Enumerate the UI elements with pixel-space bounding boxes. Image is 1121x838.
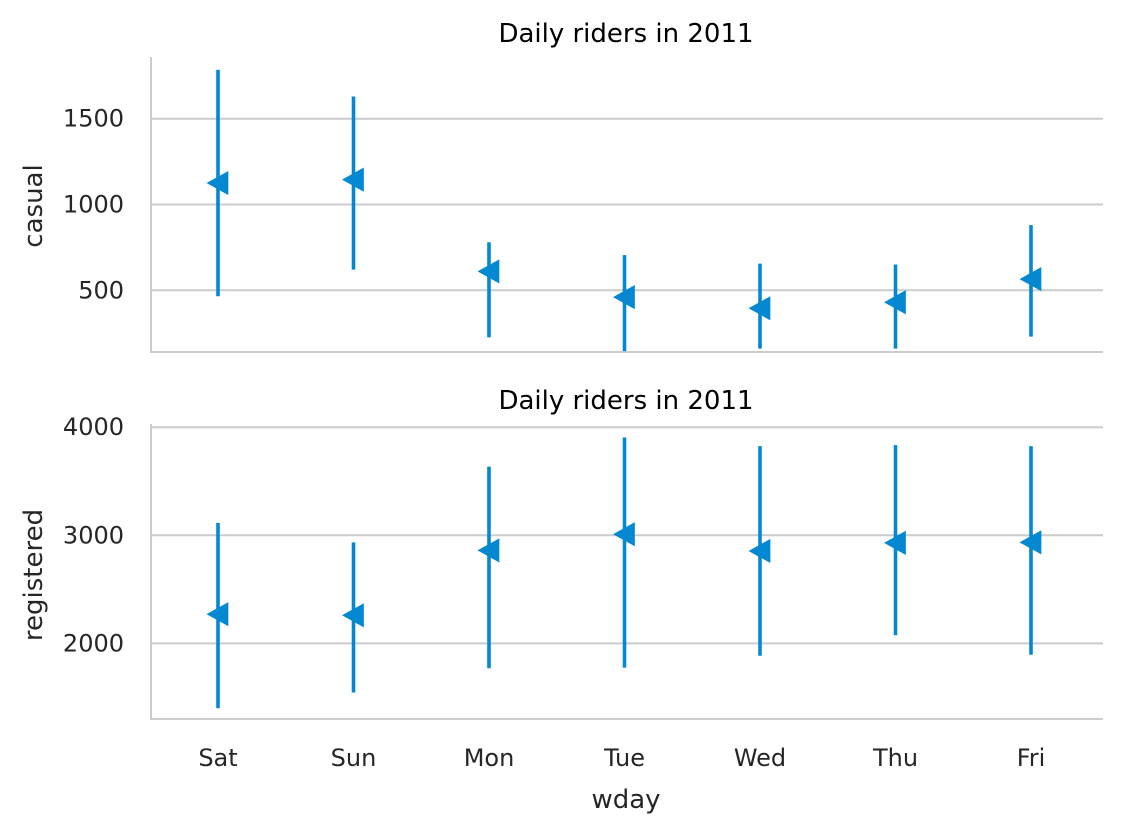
y-tick-label: 500 bbox=[78, 276, 124, 304]
y-axis-label: registered bbox=[19, 509, 49, 641]
x-tick-label: Sun bbox=[331, 744, 377, 772]
mean-marker bbox=[342, 603, 364, 628]
y-tick-label: 3000 bbox=[63, 521, 124, 549]
mean-marker bbox=[342, 167, 364, 192]
mean-marker bbox=[206, 602, 229, 627]
y-axis-label: casual bbox=[19, 164, 49, 247]
registered-panel: Daily riders in 2011 registered wday 200… bbox=[19, 386, 1103, 815]
mean-marker bbox=[477, 538, 500, 563]
mean-marker bbox=[748, 296, 771, 321]
mean-marker bbox=[884, 530, 906, 555]
x-tick-label: Tue bbox=[603, 744, 645, 772]
panel-title: Daily riders in 2011 bbox=[498, 19, 753, 49]
mean-marker bbox=[206, 170, 229, 196]
mean-marker bbox=[613, 522, 635, 547]
x-tick-label: Sat bbox=[198, 744, 237, 772]
y-tick-label: 4000 bbox=[63, 413, 124, 441]
mean-marker bbox=[613, 285, 635, 310]
y-tick-label: 1000 bbox=[63, 191, 124, 219]
mean-marker bbox=[1019, 267, 1042, 292]
mean-marker bbox=[477, 259, 500, 284]
x-tick-label: Thu bbox=[872, 744, 918, 772]
casual-panel: Daily riders in 2011 casual 500 1000 1500 bbox=[19, 19, 1103, 353]
y-tick-label: 1500 bbox=[63, 105, 124, 133]
mean-marker bbox=[1019, 530, 1042, 555]
panel-title: Daily riders in 2011 bbox=[498, 386, 753, 416]
x-tick-label: Mon bbox=[464, 744, 515, 772]
mean-marker bbox=[748, 538, 771, 564]
x-axis-label: wday bbox=[591, 785, 660, 815]
mean-marker bbox=[884, 290, 906, 315]
x-tick-label: Wed bbox=[734, 744, 786, 772]
x-tick-label: Fri bbox=[1017, 744, 1046, 772]
y-tick-label: 2000 bbox=[63, 629, 124, 657]
